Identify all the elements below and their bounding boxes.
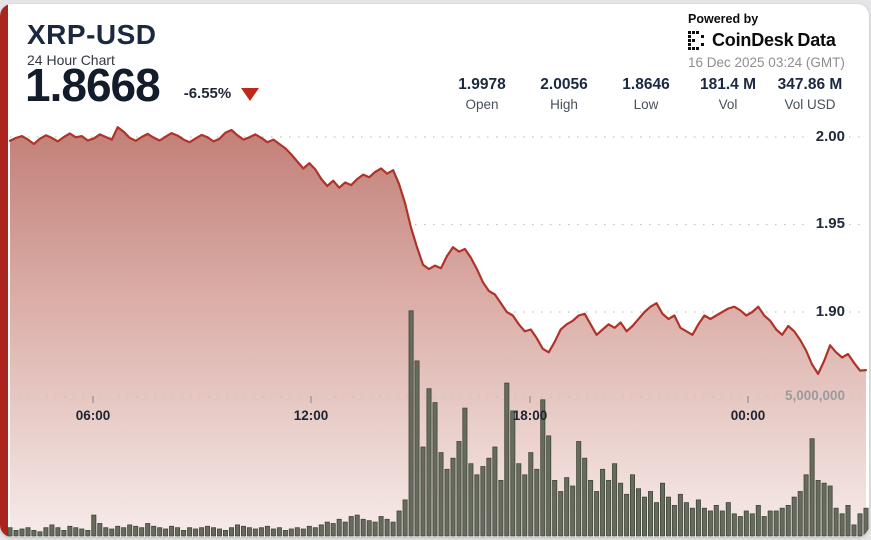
- accent-bar: [0, 4, 8, 537]
- y-axis-label: 2.00: [815, 128, 845, 145]
- x-axis-label-1800: 18:00: [512, 408, 548, 423]
- stat-high-label: High: [550, 97, 578, 112]
- stat-low-value: 1.8646: [622, 76, 670, 93]
- coindesk-logo-icon: [688, 31, 704, 50]
- stat-open: 1.9978 Open: [445, 76, 519, 112]
- title-block: XRP-USD 24 Hour Chart: [27, 19, 157, 69]
- volume-axis-label: 5,000,000: [784, 388, 845, 403]
- stat-volume-value: 181.4 M: [699, 76, 756, 93]
- price-down-triangle-icon: [241, 88, 260, 101]
- coindesk-logo-text: CoinDesk Data: [712, 30, 836, 50]
- stat-low: 1.8646 Low: [609, 76, 683, 112]
- stat-high: 2.0056 High: [527, 76, 601, 112]
- x-axis-label-0600: 06:00: [75, 408, 111, 423]
- symbol-title: XRP-USD: [27, 19, 157, 50]
- stat-open-label: Open: [465, 97, 499, 112]
- x-axis-label-0000: 00:00: [730, 408, 766, 423]
- stat-volume-usd-label: Vol USD: [784, 97, 836, 112]
- brand-block: Powered by CoinDesk Data 16 Dec 2025 03:2…: [688, 12, 848, 70]
- stats-row: 1.9978 Open 2.0056 High 1.8646 Low 181.4…: [445, 76, 847, 112]
- powered-by-label: Powered by: [688, 12, 759, 26]
- y-axis-label: 1.90: [815, 303, 845, 320]
- stat-low-label: Low: [633, 97, 659, 112]
- y-axis-label: 1.95: [815, 215, 845, 232]
- timestamp: 16 Dec 2025 03:24 (GMT): [688, 55, 845, 70]
- stat-volume-usd-value: 347.86 M: [777, 76, 843, 93]
- stat-high-value: 2.0056: [540, 76, 588, 93]
- stat-open-value: 1.9978: [458, 76, 506, 93]
- price-row: 1.8668 -6.55%: [25, 59, 260, 111]
- chart-subtitle: 24 Hour Chart: [27, 52, 115, 68]
- stat-volume-usd: 347.86 M Vol USD: [773, 76, 847, 112]
- coindesk-logo[interactable]: CoinDesk Data: [688, 30, 848, 51]
- current-price: 1.8668: [25, 59, 161, 111]
- stat-volume-label: Vol: [718, 97, 738, 112]
- stat-volume: 181.4 M Vol: [691, 76, 765, 112]
- price-card: 2.00 1.95 1.90 5,000,000 06:00 12:00 18:…: [0, 4, 869, 537]
- x-axis-label-1200: 12:00: [293, 408, 329, 423]
- price-change: -6.55%: [183, 85, 232, 102]
